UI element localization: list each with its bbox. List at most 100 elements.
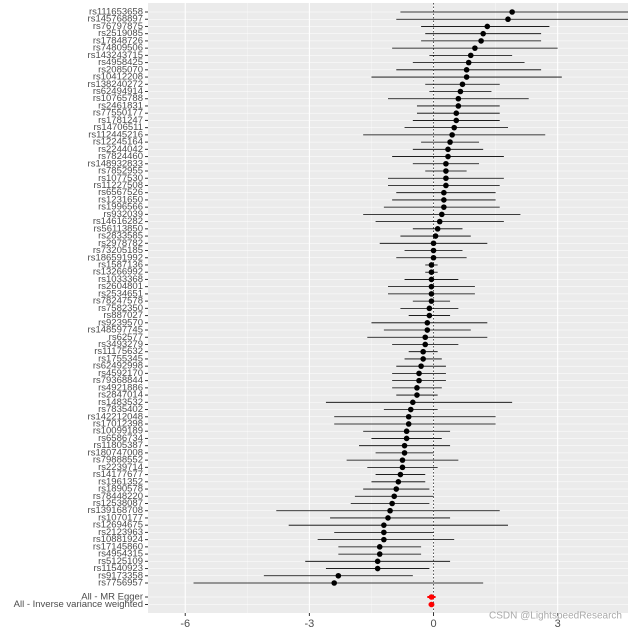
y-tick-label: rs14706511: [94, 122, 143, 133]
point: [455, 95, 462, 102]
point: [457, 88, 464, 95]
y-tick-label: rs1890578: [98, 484, 143, 495]
x-tick-label: 3: [555, 618, 561, 627]
y-tick-label: rs4954315: [98, 549, 143, 560]
y-tick-label: rs79888552: [93, 455, 143, 466]
point: [401, 450, 408, 456]
point: [430, 254, 437, 261]
y-tick-label: rs17848726: [93, 35, 143, 46]
y-tick-label: rs1483532: [98, 397, 143, 408]
y-tick-label: rs138240272: [88, 79, 143, 90]
point: [422, 334, 429, 341]
y-tick-label: rs4921886: [98, 382, 143, 393]
point: [428, 262, 435, 268]
point: [391, 493, 398, 500]
point: [399, 457, 406, 463]
point: [399, 464, 406, 471]
y-tick-label: rs2534651: [98, 288, 143, 299]
y-tick-label: rs2239714: [98, 462, 143, 473]
point: [405, 421, 412, 427]
y-tick-label: rs13266992: [93, 267, 143, 278]
point: [403, 435, 410, 442]
y-tick-label: rs12694675: [93, 520, 143, 531]
y-tick-label: rs1231650: [98, 194, 143, 205]
point: [465, 59, 472, 66]
point: [397, 471, 404, 478]
y-tick-label: rs6567526: [98, 187, 143, 198]
y-tick-label: rs1587136: [98, 259, 143, 270]
point: [416, 370, 422, 377]
y-tick-label: rs180747008: [88, 447, 143, 458]
y-tick-label: rs2604801: [98, 281, 143, 292]
y-tick-label: rs73205185: [93, 245, 143, 256]
point: [453, 117, 460, 124]
point: [445, 153, 451, 160]
point: [335, 572, 342, 579]
y-tick-label: rs2085070: [98, 64, 143, 75]
y-tick-label: rs186591992: [88, 252, 143, 263]
point: [449, 132, 455, 138]
point: [441, 197, 447, 203]
y-tick-label: rs11175632: [94, 346, 143, 357]
x-tick-label: -6: [180, 618, 190, 627]
point: [393, 486, 400, 492]
point: [428, 291, 435, 297]
y-tick-label: rs1033368: [98, 274, 143, 285]
point: [416, 377, 422, 384]
point: [414, 385, 420, 391]
point: [374, 558, 381, 565]
point: [405, 413, 412, 420]
point: [509, 9, 515, 15]
point: [443, 175, 449, 182]
point: [455, 103, 462, 109]
x-tick-label: 0: [430, 618, 436, 627]
y-tick-label: rs4958425: [98, 57, 143, 68]
y-tick-label: rs74809506: [93, 43, 143, 54]
point: [459, 81, 466, 88]
y-tick-label: rs6586734: [98, 433, 143, 444]
y-tick-label: rs17145860: [93, 541, 143, 552]
y-tick-label: rs1996566: [98, 202, 143, 213]
point: [441, 204, 447, 210]
point: [389, 500, 395, 507]
y-tick-label: rs10099189: [93, 426, 143, 437]
y-tick-label: rs1755345: [98, 353, 143, 364]
point: [451, 124, 458, 131]
y-tick-label: rs887027: [103, 310, 143, 321]
y-tick-label: rs7852955: [98, 166, 143, 177]
y-tick-label: rs62494914: [93, 86, 143, 97]
point: [443, 168, 449, 174]
point: [387, 507, 393, 514]
point: [430, 240, 437, 247]
y-tick-label: rs12538087: [93, 498, 143, 509]
y-tick-label: rs77550177: [93, 108, 143, 119]
y-tick-label: rs145768897: [88, 14, 143, 25]
y-tick-label: rs7756957: [98, 578, 143, 589]
y-tick-label: All - MR Egger: [81, 592, 143, 603]
point: [447, 139, 453, 145]
point: [463, 74, 470, 80]
y-tick-label: rs11540923: [94, 563, 143, 574]
point: [428, 276, 435, 283]
y-tick-label: rs7582350: [98, 303, 143, 314]
y-tick-label: rs2123963: [98, 527, 143, 538]
y-tick-label: rs1781247: [98, 115, 143, 126]
point: [443, 182, 449, 189]
point: [480, 30, 486, 37]
y-tick-label: rs56113850: [94, 223, 143, 234]
y-tick-label: rs4592170: [98, 368, 143, 379]
y-tick-label: rs11805387: [94, 440, 143, 451]
point: [438, 211, 445, 218]
y-tick-label: rs9173358: [98, 570, 143, 581]
y-tick-label: rs14616282: [93, 216, 143, 227]
point: [443, 160, 449, 167]
y-tick-label: rs14177677: [93, 469, 143, 480]
point: [484, 23, 491, 30]
y-tick-label: rs148597745: [88, 325, 143, 336]
point: [478, 38, 484, 44]
y-tick-label: rs78448220: [93, 491, 143, 502]
point: [420, 348, 426, 355]
point: [472, 45, 478, 51]
point: [428, 298, 435, 304]
